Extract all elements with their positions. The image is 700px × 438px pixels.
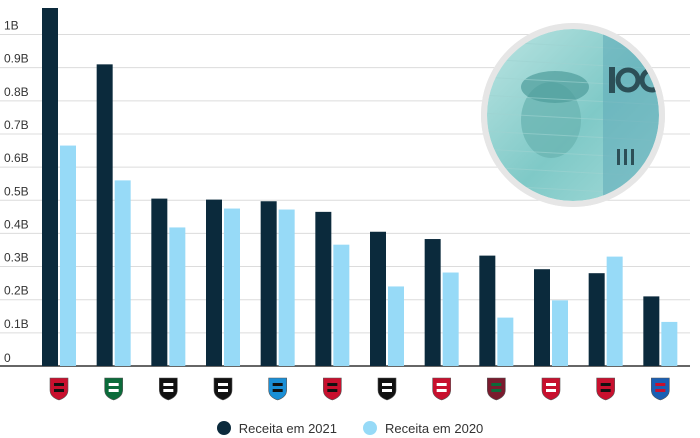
legend: Receita em 2021 Receita em 2020 [0,418,700,438]
y-tick-label: 0.8B [4,85,29,99]
internacional-crest [432,377,451,401]
bar-2020[interactable] [169,227,186,366]
bar-2020[interactable] [60,145,76,366]
bar-2021[interactable] [151,198,168,366]
bar-2020[interactable] [388,286,404,366]
atletico-mineiro-crest [159,377,178,401]
bar-2021[interactable] [315,211,332,366]
bars [42,8,678,366]
bar-2020[interactable] [333,244,350,366]
bar-2020[interactable] [552,300,568,366]
bar-2021[interactable] [643,296,660,366]
y-tick-label: 0.9B [4,52,29,66]
gremio-crest [268,377,287,401]
bar-2020[interactable] [278,209,295,366]
corinthians-crest [213,377,233,401]
y-tick-label: 0.2B [4,284,29,298]
bar-2020[interactable] [606,256,623,366]
bar-2021[interactable] [96,64,113,366]
bar-2021[interactable] [588,273,605,366]
bar-2020[interactable] [661,321,678,366]
flamengo-crest [49,377,69,401]
y-tick-label: 0.7B [4,118,29,132]
athletico-crest [596,377,615,401]
y-axis-ticks: 0 0.1B 0.2B 0.3B 0.4B 0.5B 0.6B 0.7B 0.8B 0.9B 1B [4,19,29,365]
legend-item-2021[interactable]: Receita em 2021 [216,418,337,438]
bar-2021[interactable] [206,199,222,366]
legend-swatch-2021 [216,421,231,435]
bar-2020[interactable] [497,317,514,366]
y-tick-label: 0 [4,351,11,365]
bar-2021[interactable] [479,255,496,366]
y-tick-label: 0.5B [4,184,29,198]
bar-2021[interactable] [424,239,441,366]
bragantino-crest [541,377,561,401]
bahia-crest [651,377,670,401]
legend-label-2021: Receita em 2021 [238,420,337,436]
y-tick-label: 0.4B [4,217,29,231]
legend-item-2020[interactable]: Receita em 2020 [363,418,483,438]
bar-2021[interactable] [534,269,550,366]
y-tick-label: 1B [4,19,19,33]
bar-2021[interactable] [260,201,277,366]
team-crests [49,377,670,401]
bar-2020[interactable] [442,272,459,366]
bar-2021[interactable] [370,231,386,366]
legend-swatch-2020 [363,421,377,435]
palmeiras-crest [104,377,123,401]
santos-crest [377,377,397,401]
bar-2020[interactable] [114,180,131,366]
bar-chart: 0 0.1B 0.2B 0.3B 0.4B 0.5B 0.6B 0.7B 0.8B 0.9B 1B [0,8,690,401]
y-tick-label: 0.6B [4,151,29,165]
y-tick-label: 0.3B [4,251,29,265]
sao-paulo-crest [323,377,342,401]
legend-label-2020: Receita em 2020 [385,420,484,436]
bar-2020[interactable] [224,208,240,366]
fluminense-crest [487,377,506,401]
banknote-icon [481,23,665,207]
y-tick-label: 0.1B [4,317,29,331]
bar-2021[interactable] [42,8,58,366]
